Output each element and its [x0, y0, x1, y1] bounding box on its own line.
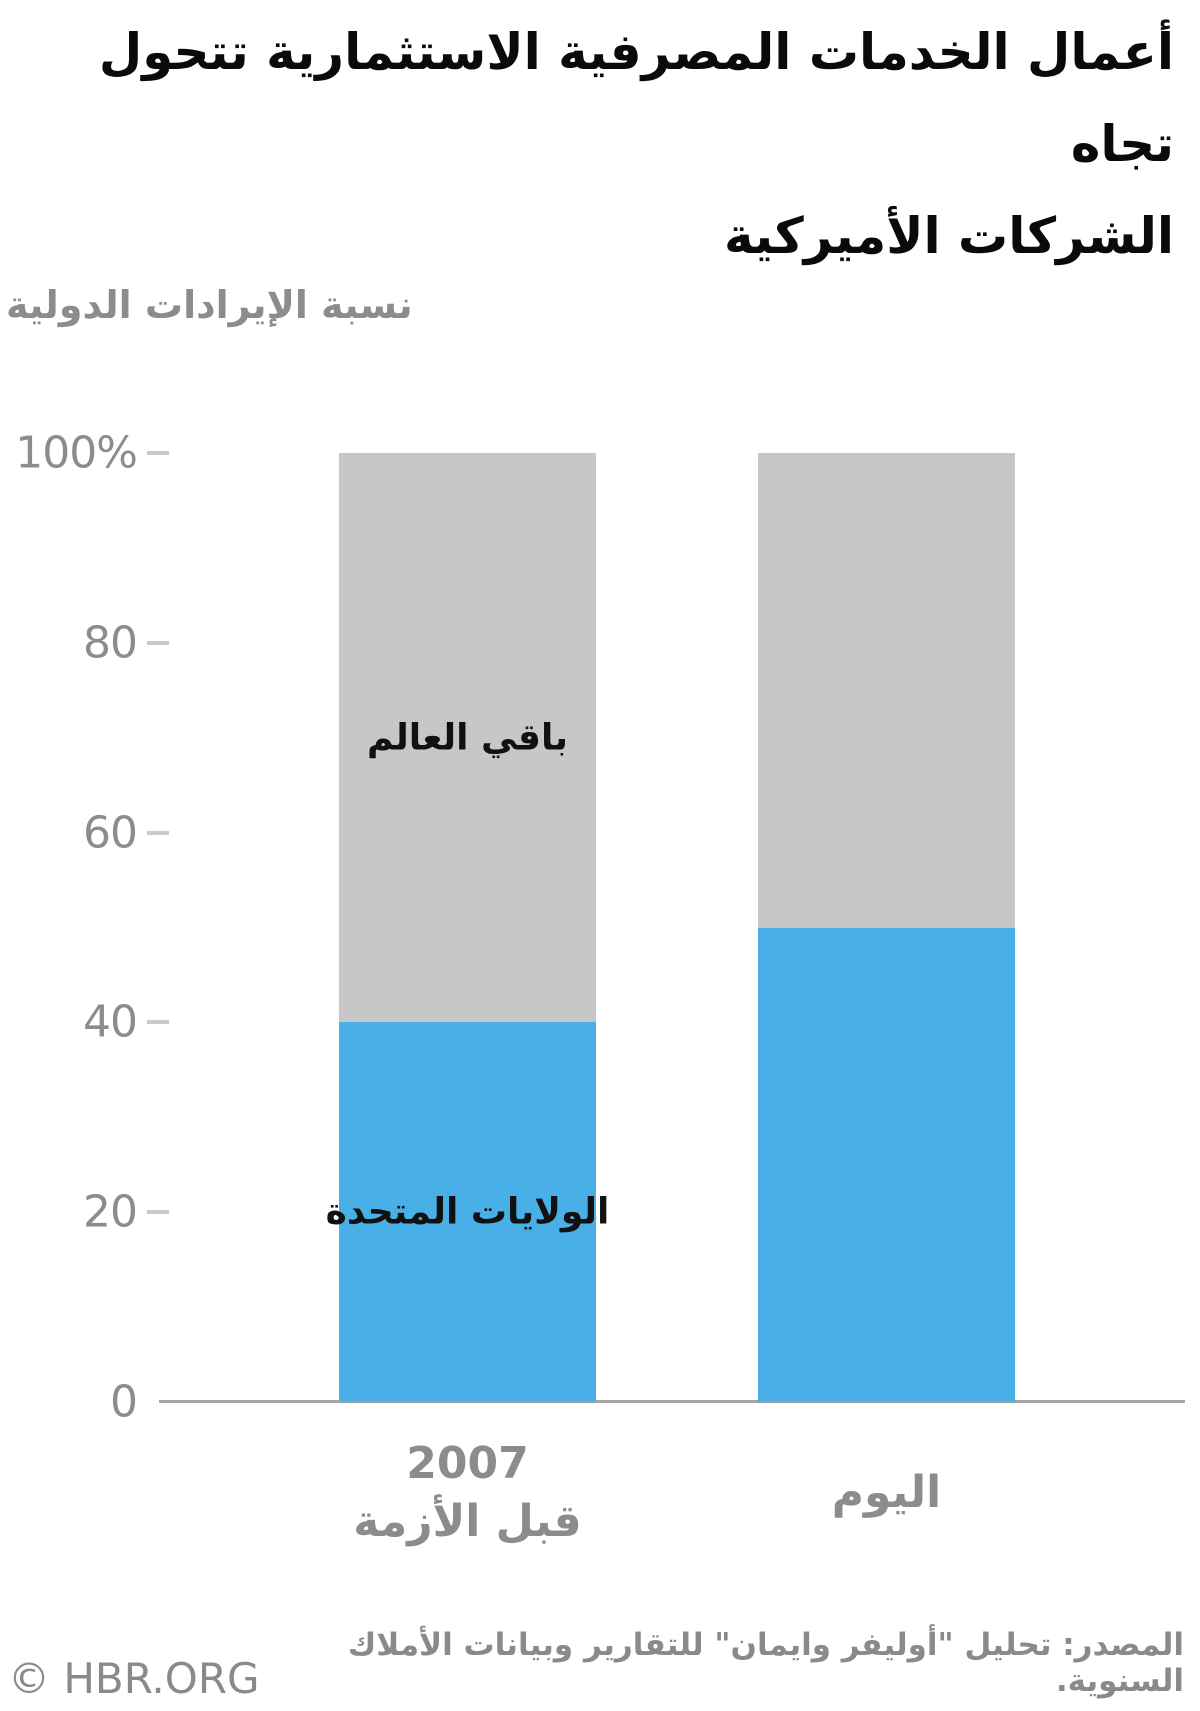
y-tick-label: 40 [83, 996, 138, 1048]
chart-title: أعمال الخدمات المصرفية الاستثمارية تتحول… [20, 6, 1174, 282]
y-tick-label: 60 [83, 807, 138, 859]
bar-segment [339, 453, 596, 1023]
bar-segment [339, 1022, 596, 1402]
y-tick-mark [147, 1020, 169, 1025]
x-category-label-line: قبل الأزمة [353, 1496, 582, 1547]
y-tick-label: 80 [83, 617, 138, 669]
y-axis-title: نسبة الإيرادات الدولية [6, 283, 413, 327]
y-tick-label: 0 [110, 1376, 138, 1428]
y-tick-mark [147, 451, 169, 455]
bar-segment [758, 453, 1015, 928]
x-category-label: اليوم [698, 1418, 1075, 1568]
bar-segment-label: الولايات المتحدة [325, 1191, 610, 1233]
bar-segment [758, 927, 1015, 1402]
x-axis-line [159, 1400, 1185, 1403]
x-category-label-line: 2007 [406, 1438, 529, 1489]
source-note: المصدر: تحليل "أوليفر وايمان" للتقارير و… [347, 1627, 1184, 1699]
y-tick-mark [147, 1210, 169, 1215]
y-tick-label: 20 [83, 1186, 138, 1238]
y-tick-mark [147, 640, 169, 645]
bar-segment-label: باقي العالم [366, 717, 569, 759]
hbr-copyright: © HBR.ORG [8, 1654, 260, 1703]
y-tick-label: 100% [15, 427, 138, 479]
x-category-label: 2007 قبل الأزمة [279, 1418, 656, 1568]
chart-title-line-2: الشركات الأميركية [723, 207, 1174, 265]
x-category-label-line: اليوم [831, 1467, 942, 1518]
y-tick-mark [147, 830, 169, 835]
chart-title-line-1: أعمال الخدمات المصرفية الاستثمارية تتحول… [98, 23, 1174, 173]
